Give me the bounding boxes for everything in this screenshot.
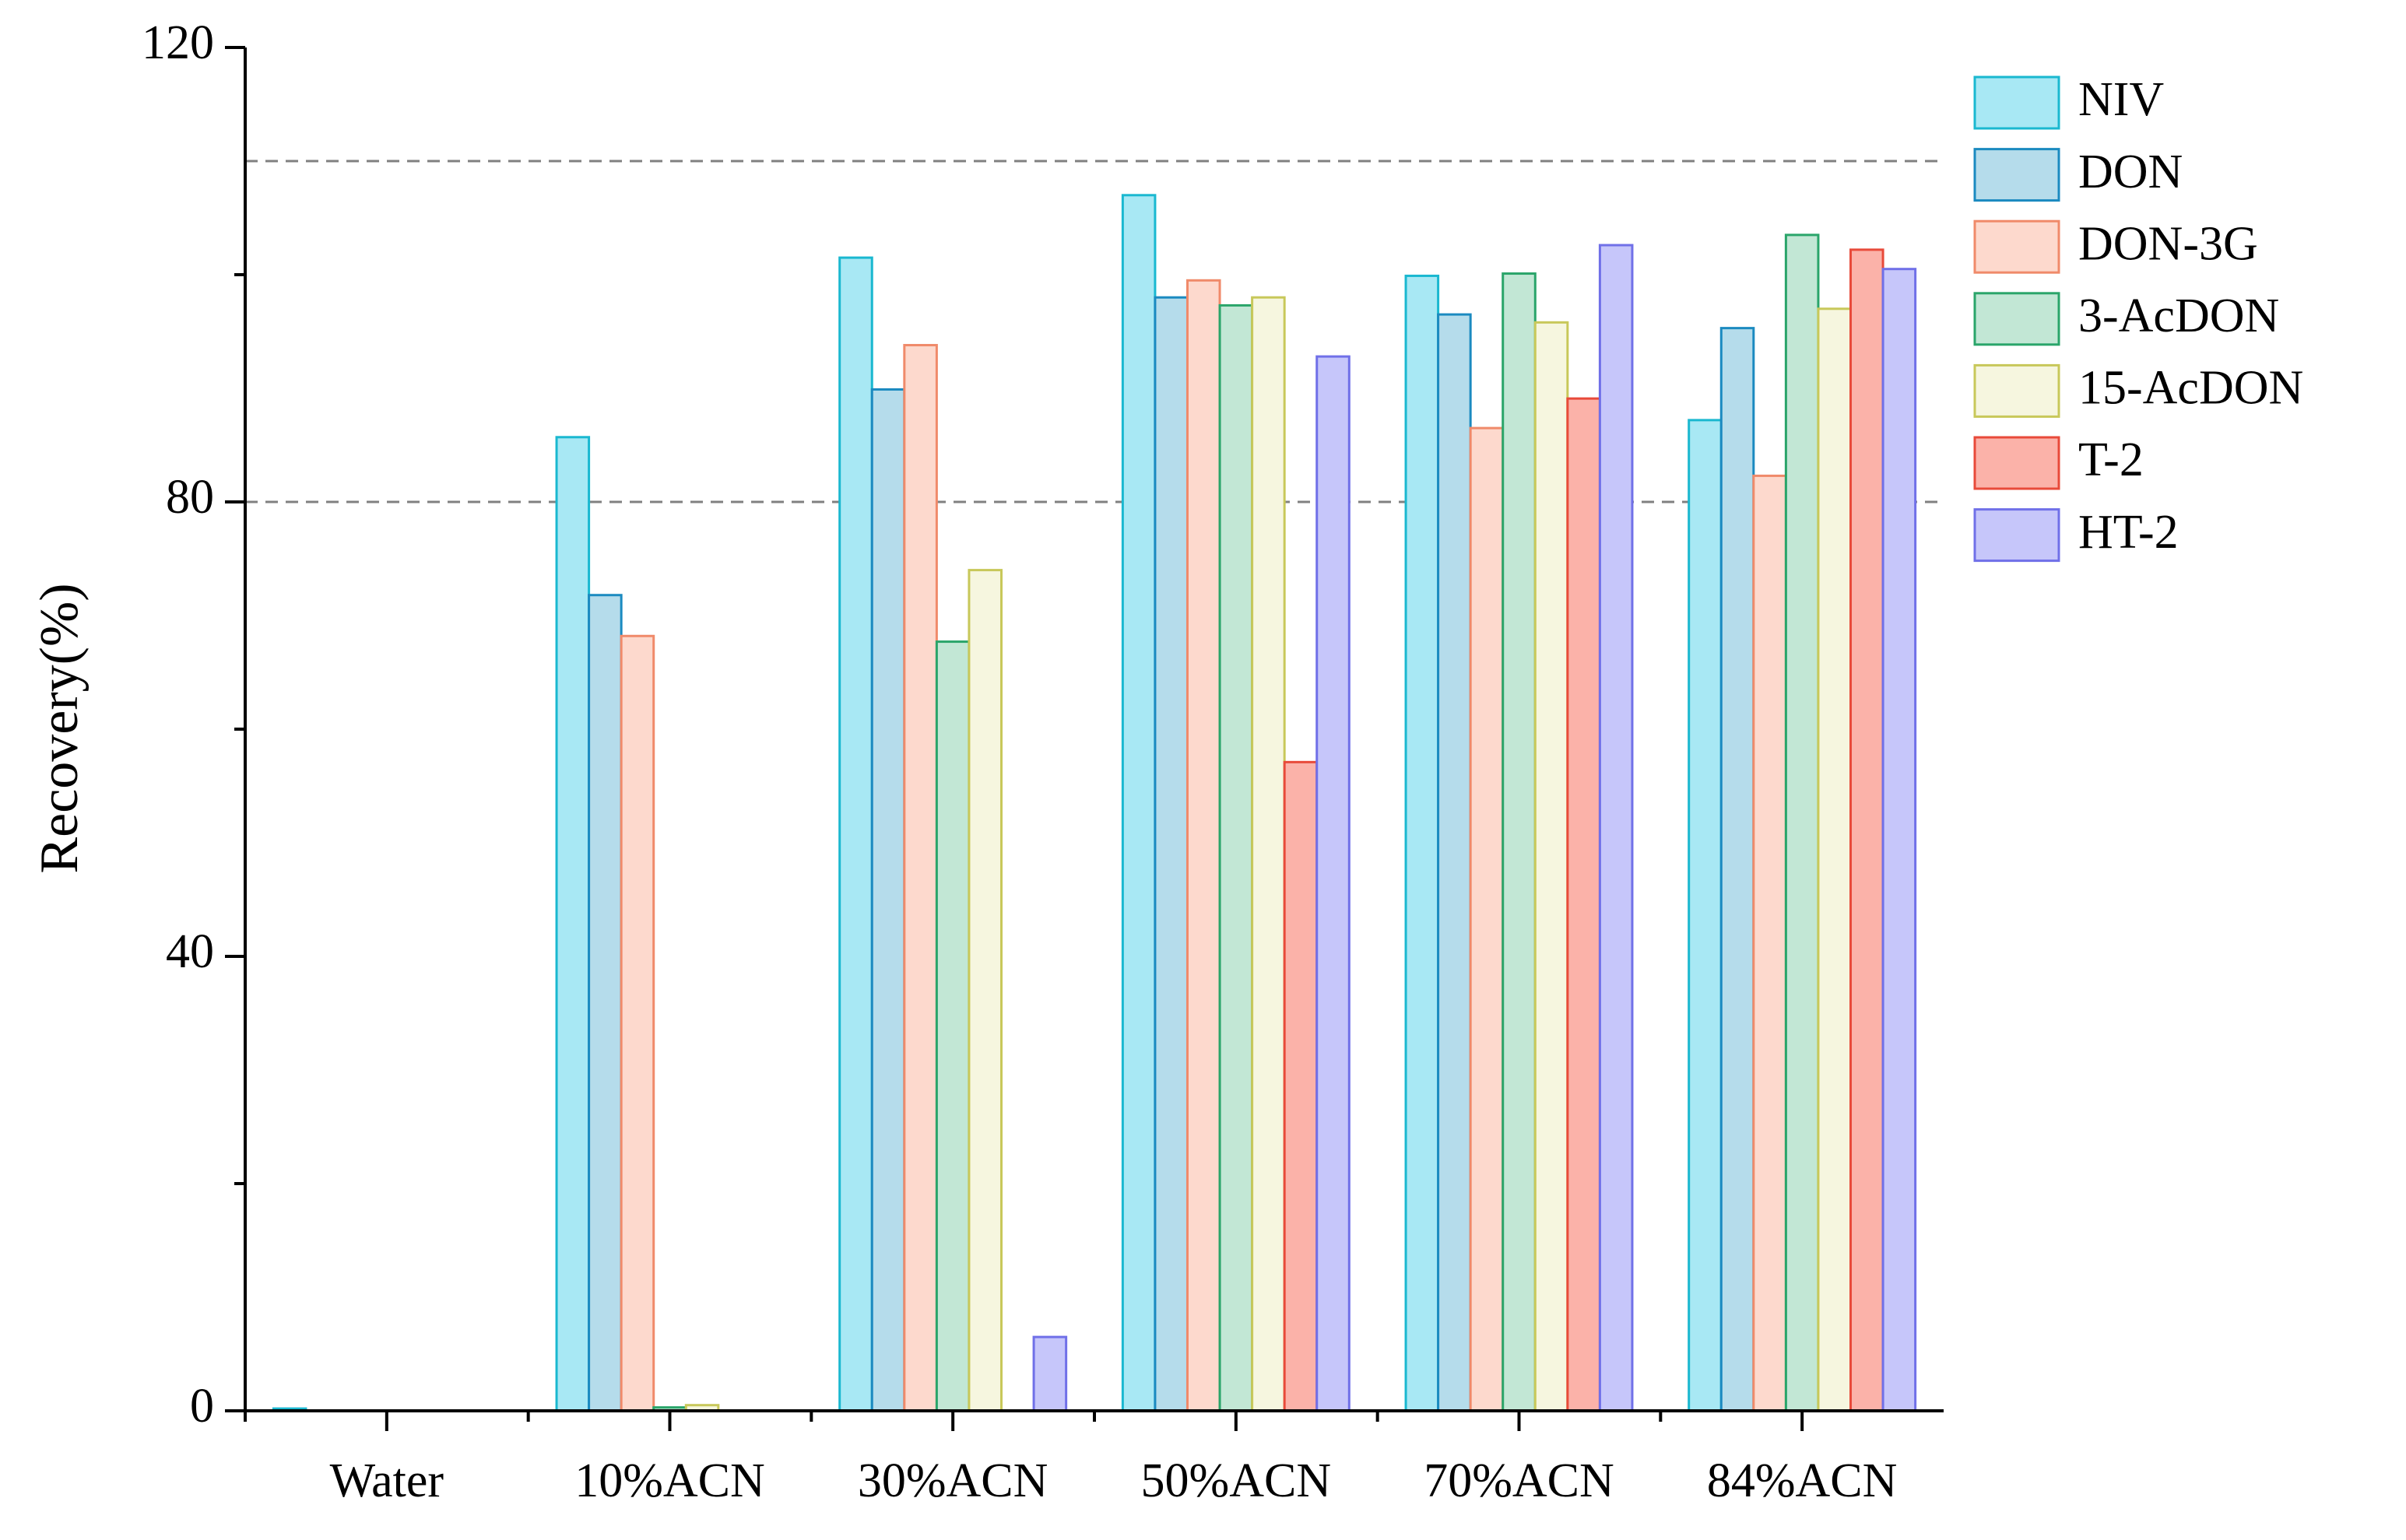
legend-label: NIV [2078,73,2164,126]
bar [1283,760,1319,1412]
y-tick-label: 0 [190,1380,214,1433]
bar [1566,397,1601,1412]
bar [935,640,971,1412]
bar [1032,1335,1068,1412]
bar [1688,419,1723,1412]
bar [588,594,623,1412]
legend-swatch [1973,219,2060,274]
bar [1598,244,1634,1412]
bar [1817,307,1853,1412]
bar [620,634,655,1412]
bar [1185,279,1221,1412]
bar [1533,321,1569,1412]
legend-swatch [1973,363,2060,418]
legend-label: HT-2 [2078,506,2179,559]
legend-swatch [1973,292,2060,346]
bar [1469,426,1505,1412]
bar [1784,233,1820,1412]
x-tick-label: 70%ACN [1424,1454,1614,1507]
x-tick-label: 10%ACN [574,1454,765,1507]
bar [838,256,873,1412]
bar [1315,355,1351,1412]
bar [1502,272,1537,1412]
y-tick-label: 80 [166,471,214,524]
bar [1437,313,1472,1412]
bar [903,344,938,1412]
bar [1218,303,1254,1412]
y-tick-label: 120 [142,16,214,69]
bar [1121,194,1157,1412]
bar [1251,296,1286,1412]
legend-swatch [1973,75,2060,130]
y-axis-label: Recovery(%) [30,583,90,873]
legend-swatch [1973,508,2060,563]
x-tick-label: Water [330,1454,444,1507]
bar [870,388,906,1412]
bar [1154,296,1189,1412]
bar [1719,327,1755,1412]
bar [555,436,591,1412]
legend-swatch [1973,148,2060,202]
legend-label: 15-AcDON [2078,362,2303,415]
bar [968,569,1003,1412]
legend-swatch [1973,436,2060,490]
legend-label: T-2 [2078,433,2144,486]
legend-label: 3-AcDON [2078,289,2279,342]
bar [1752,474,1787,1412]
legend-label: DON-3G [2078,217,2258,270]
bar [1881,268,1917,1412]
x-tick-label: 30%ACN [858,1454,1048,1507]
legend-label: DON [2078,146,2183,198]
x-tick-label: 84%ACN [1707,1454,1898,1507]
x-tick-label: 50%ACN [1141,1454,1332,1507]
bar [1849,248,1884,1412]
bar [1404,274,1440,1412]
y-tick-label: 40 [166,925,214,978]
